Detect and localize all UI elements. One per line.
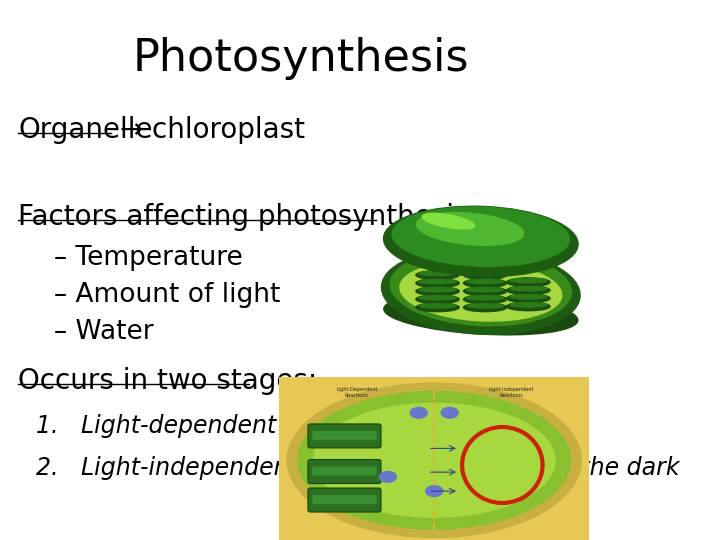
Text: Photosynthesis: Photosynthesis — [132, 37, 469, 80]
Text: 1.   Light-dependent reaction → requires sun: 1. Light-dependent reaction → requires s… — [36, 414, 563, 438]
Text: 2.   Light-independent reaction → no sun → in the dark: 2. Light-independent reaction → no sun →… — [36, 456, 680, 480]
Text: Occurs in two stages:: Occurs in two stages: — [18, 367, 318, 395]
Text: Factors affecting photosynthesis:: Factors affecting photosynthesis: — [18, 203, 478, 231]
Text: – Water: – Water — [54, 319, 153, 345]
Text: – Temperature: – Temperature — [54, 245, 243, 271]
Text: – Amount of light: – Amount of light — [54, 282, 281, 308]
Text: Organelle: Organelle — [18, 116, 153, 144]
Text: → chloroplast: → chloroplast — [111, 116, 305, 144]
